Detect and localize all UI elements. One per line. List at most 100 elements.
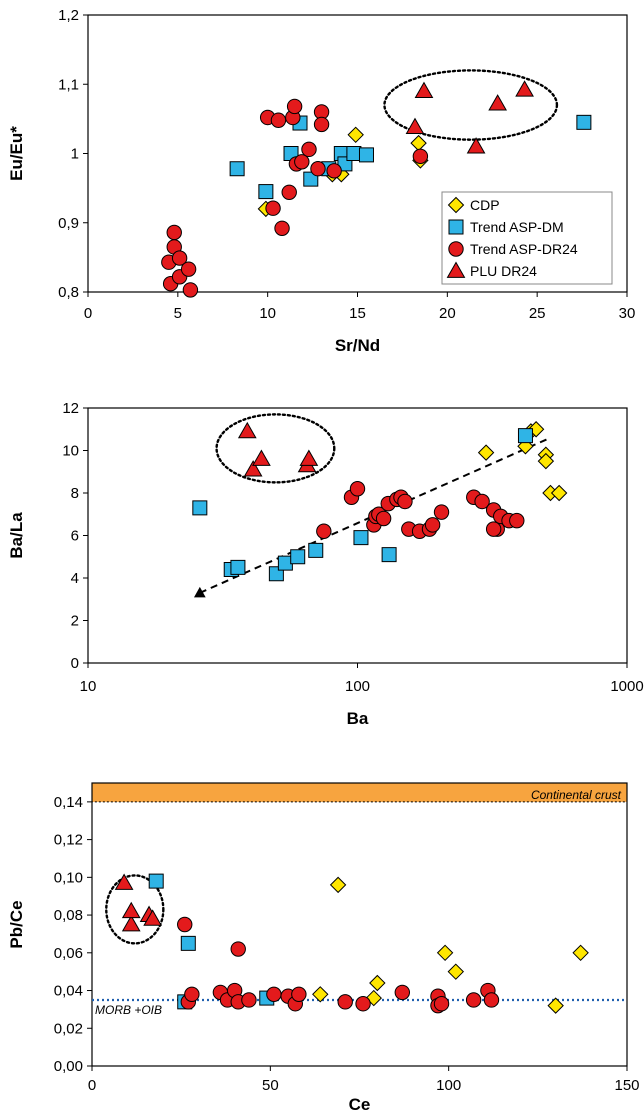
y-axis-label: Pb/Ce bbox=[7, 900, 26, 948]
data-point bbox=[572, 944, 589, 962]
data-point bbox=[353, 530, 369, 546]
data-point bbox=[303, 171, 319, 187]
chart-2: 10 100 1000 0 2 4 6 8 10 12 Ba Ba/La bbox=[7, 400, 644, 728]
group-ellipse bbox=[105, 874, 165, 945]
data-point bbox=[241, 992, 257, 1008]
data-point bbox=[436, 944, 454, 962]
y-tick-label: 0 bbox=[71, 655, 79, 672]
series-trend-asp-dr24 bbox=[316, 481, 525, 539]
data-point bbox=[337, 994, 353, 1010]
data-point bbox=[550, 484, 568, 502]
legend: CDP Trend ASP-DM Trend ASP-DR24 PLU DR24 bbox=[441, 191, 613, 285]
legend-marker bbox=[447, 196, 465, 214]
y-tick-label: 0,04 bbox=[54, 983, 83, 1000]
data-point bbox=[397, 493, 413, 510]
data-point bbox=[433, 996, 450, 1012]
data-point bbox=[424, 517, 441, 533]
data-point bbox=[180, 261, 197, 277]
data-point bbox=[243, 460, 263, 477]
y-tick-label: 0,8 bbox=[58, 284, 79, 301]
data-point bbox=[355, 996, 371, 1012]
data-point bbox=[265, 200, 281, 216]
data-point bbox=[294, 154, 310, 170]
y-tick-label: 0,10 bbox=[54, 869, 83, 886]
data-point bbox=[258, 184, 274, 200]
series-plu-dr24 bbox=[237, 421, 319, 477]
x-tick-label: 10 bbox=[259, 305, 276, 322]
y-tick-label: 2 bbox=[71, 613, 79, 630]
series-plu-dr24 bbox=[405, 80, 534, 154]
x-tick-label: 20 bbox=[439, 305, 456, 322]
data-point bbox=[410, 134, 427, 152]
data-point bbox=[358, 147, 374, 163]
data-point bbox=[312, 986, 329, 1003]
y-tick-label: 1 bbox=[71, 146, 79, 163]
data-point bbox=[281, 184, 297, 200]
data-point bbox=[121, 914, 141, 932]
data-point bbox=[346, 146, 362, 161]
y-tick-label: 0,00 bbox=[54, 1058, 83, 1075]
data-point bbox=[349, 481, 366, 497]
series-trend-asp-dr24 bbox=[161, 98, 429, 298]
series-trend-asp-dm bbox=[148, 873, 275, 1010]
data-point bbox=[412, 148, 429, 164]
y-tick-label: 1,2 bbox=[58, 7, 79, 24]
y-tick-label: 8 bbox=[71, 485, 79, 502]
data-point bbox=[274, 220, 290, 236]
y-tick-label: 0,08 bbox=[54, 907, 83, 924]
data-point bbox=[485, 521, 502, 537]
series-end-point bbox=[193, 586, 206, 598]
y-tick-label: 6 bbox=[71, 528, 79, 545]
x-tick-label: 50 bbox=[262, 1077, 279, 1094]
morb-oib-label: MORB +OIB bbox=[95, 1003, 162, 1017]
data-point bbox=[266, 986, 282, 1003]
data-point bbox=[121, 901, 141, 919]
data-point bbox=[515, 80, 534, 97]
y-tick-label: 10 bbox=[62, 443, 79, 460]
x-tick-label: 100 bbox=[345, 678, 370, 695]
data-point bbox=[148, 873, 164, 889]
series-trend-asp-dm bbox=[192, 428, 533, 582]
legend-marker bbox=[448, 241, 464, 257]
data-point bbox=[313, 116, 330, 133]
data-point bbox=[143, 909, 162, 926]
data-point bbox=[316, 523, 332, 539]
data-point bbox=[394, 984, 410, 1001]
y-tick-label: 0,14 bbox=[54, 794, 83, 811]
legend-label: Trend ASP-DR24 bbox=[470, 241, 578, 257]
y-tick-label: 12 bbox=[62, 400, 79, 417]
continental-crust-label: Continental crust bbox=[531, 788, 622, 802]
data-point bbox=[381, 547, 397, 563]
series-cdp bbox=[312, 876, 589, 1014]
data-point bbox=[171, 250, 188, 266]
x-tick-label: 100 bbox=[436, 1077, 461, 1094]
y-tick-label: 0,12 bbox=[54, 832, 83, 849]
x-tick-label: 150 bbox=[614, 1077, 639, 1094]
data-point bbox=[326, 163, 342, 179]
data-point bbox=[230, 941, 246, 957]
data-point bbox=[114, 873, 134, 890]
data-point bbox=[509, 512, 525, 529]
data-point bbox=[477, 444, 495, 461]
x-tick-label: 1000 bbox=[610, 678, 643, 695]
data-point bbox=[483, 992, 500, 1008]
legend-box bbox=[441, 191, 613, 285]
data-point bbox=[414, 81, 434, 99]
chart-3: Continental crust 0 50 100 150 0,00 0,02 0,04 0,… bbox=[7, 782, 640, 1114]
data-point bbox=[177, 916, 193, 933]
data-point bbox=[230, 559, 246, 575]
x-tick-label: 10 bbox=[80, 678, 97, 695]
data-point bbox=[347, 126, 364, 144]
legend-marker bbox=[448, 219, 464, 235]
data-point bbox=[184, 986, 200, 1003]
group-ellipse bbox=[215, 413, 336, 484]
legend-marker bbox=[446, 261, 466, 278]
series-plu-dr24 bbox=[114, 873, 162, 932]
data-point bbox=[447, 963, 465, 980]
x-tick-label: 0 bbox=[88, 1077, 96, 1094]
data-point bbox=[237, 421, 257, 439]
data-point bbox=[405, 117, 425, 135]
x-tick-label: 30 bbox=[619, 305, 636, 322]
data-point bbox=[301, 141, 317, 158]
